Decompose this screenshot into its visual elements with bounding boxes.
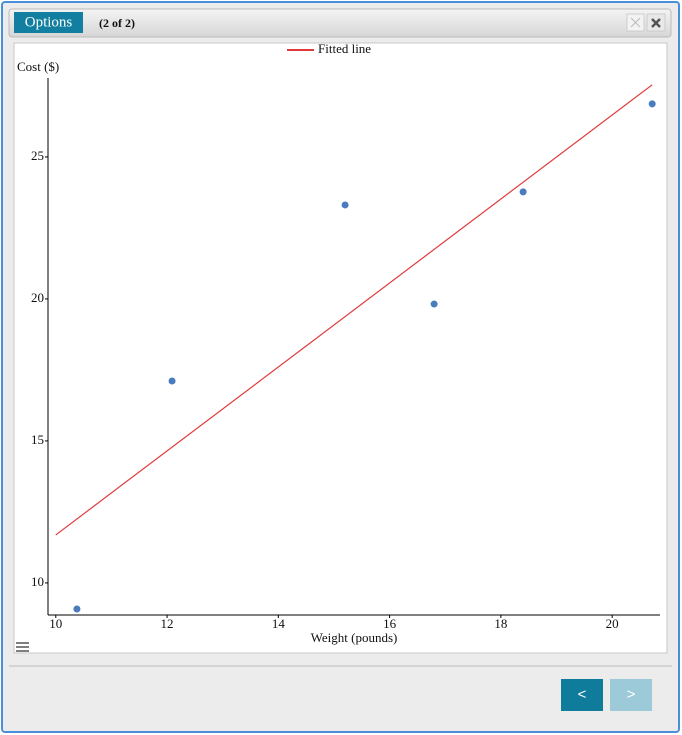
x-tick-label: 12 [161, 616, 174, 631]
options-label[interactable]: Options [25, 14, 73, 30]
next-label[interactable]: > [627, 686, 636, 703]
y-axis-label: Cost ($) [17, 59, 59, 74]
point [73, 605, 81, 613]
legend-label: Fitted line [318, 41, 371, 56]
x-tick-label: 20 [606, 616, 619, 631]
point [168, 377, 176, 385]
y-tick-label: 20 [31, 290, 44, 305]
close-icon [651, 18, 661, 28]
y-tick-label: 15 [31, 432, 44, 447]
prev-label[interactable]: < [578, 686, 587, 703]
page-indicator: (2 of 2) [99, 16, 135, 30]
menu-icon[interactable] [16, 642, 29, 652]
point [648, 100, 656, 108]
prev-button[interactable] [561, 679, 603, 711]
point [430, 300, 438, 308]
x-tick-label: 14 [272, 616, 286, 631]
x-tick-label: 10 [49, 616, 62, 631]
point [519, 188, 527, 196]
header-bar [8, 8, 672, 38]
fitted-line [55, 84, 653, 536]
point [341, 201, 349, 209]
expand-icon [630, 17, 641, 28]
options-button[interactable] [14, 12, 83, 33]
x-axis-label: Weight (pounds) [311, 630, 398, 645]
chart-panel [13, 42, 668, 654]
next-button[interactable] [610, 679, 652, 711]
plot: Cost ($) Weight (pounds) 10 15 20 25 10 12 14 1… [17, 41, 660, 645]
y-tick-label: 25 [31, 148, 44, 163]
y-tick-label: 10 [31, 574, 44, 589]
x-tick-label: 16 [383, 616, 397, 631]
x-tick-label: 18 [494, 616, 507, 631]
